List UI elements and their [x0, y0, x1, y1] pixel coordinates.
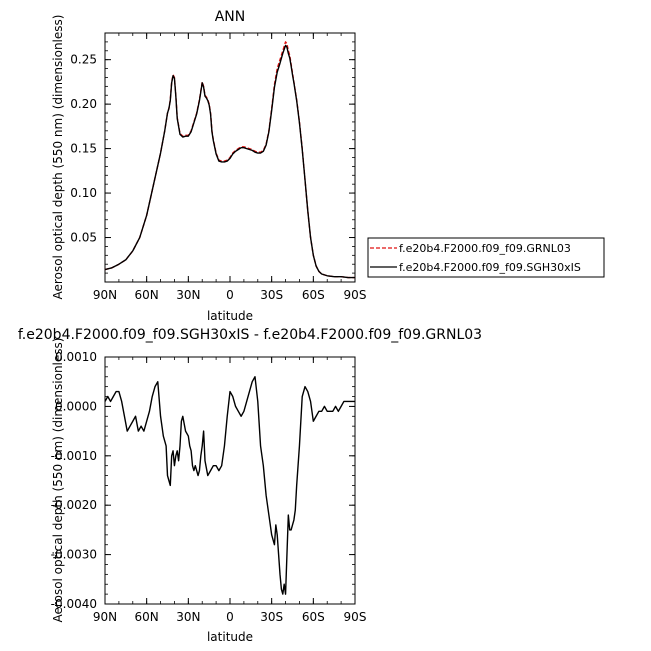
bottom-x-tick-label: 0: [226, 610, 234, 624]
top-chart-title: ANN: [215, 9, 246, 25]
top-x-axis-label: latitude: [207, 309, 253, 323]
bottom-x-axis: 90N 60N 30N 0 30S 60S 90S: [93, 357, 367, 624]
bottom-series-lines: [104, 376, 355, 595]
bottom-x-tick-label: 30S: [260, 610, 283, 624]
bottom-y-axis: 0.0010 0.0000 -0.0010 -0.0020 -0.0030 -0.0040: [51, 350, 355, 611]
top-x-tick-label: 90N: [93, 288, 117, 302]
bottom-x-tick-label: 90N: [93, 610, 117, 624]
bottom-x-tick-label: 60S: [302, 610, 325, 624]
top-series-line-0: [104, 41, 355, 279]
top-x-tick-label: 0: [226, 288, 234, 302]
top-y-axis-label: Aerosol optical depth (550 nm) (dimensio…: [51, 15, 65, 300]
top-y-tick-label: 0.10: [70, 186, 97, 200]
bottom-y-tick-label: -0.0040: [51, 597, 97, 611]
top-y-tick-label: 0.05: [70, 231, 97, 245]
top-series-lines: [104, 41, 355, 279]
bottom-y-tick-label: -0.0020: [51, 498, 97, 512]
top-x-tick-label: 30S: [260, 288, 283, 302]
bottom-x-tick-label: 60N: [135, 610, 159, 624]
top-series-line-1: [104, 44, 355, 279]
difference-panel: f.e20b4.F2000.f09_f09.SGH30xIS - f.e20b4…: [18, 327, 482, 644]
top-y-tick-label: 0.20: [70, 97, 97, 111]
bottom-y-tick-label: 0.0010: [55, 350, 97, 364]
bottom-y-axis-label: Aerosol optical depth (550 nm) (dimensio…: [51, 338, 65, 623]
legend-label-sgh30xis: f.e20b4.F2000.f09_f09.SGH30xIS: [399, 261, 581, 274]
top-x-axis: 90N 60N 30N 0 30S 60S 90S: [93, 33, 367, 302]
top-x-tick-label: 60N: [135, 288, 159, 302]
top-y-tick-label: 0.25: [70, 53, 97, 67]
top-x-tick-label: 90S: [344, 288, 367, 302]
top-x-tick-label: 60S: [302, 288, 325, 302]
bottom-x-tick-label: 30N: [176, 610, 200, 624]
legend: f.e20b4.F2000.f09_f09.GRNL03 f.e20b4.F20…: [367, 237, 605, 278]
bottom-y-tick-label: -0.0010: [51, 449, 97, 463]
bottom-y-tick-label: -0.0030: [51, 548, 97, 562]
legend-label-grnl03: f.e20b4.F2000.f09_f09.GRNL03: [399, 242, 571, 255]
legend-box: [367, 237, 605, 278]
annual-mean-panel: ANN 0.05 0.10 0.15 0.20 0.25 90N 60N 30N 0 30S 60…: [51, 9, 366, 323]
bottom-x-axis-label: latitude: [207, 630, 253, 644]
top-y-tick-label: 0.15: [70, 142, 97, 156]
bottom-x-tick-label: 90S: [344, 610, 367, 624]
top-y-axis: 0.05 0.10 0.15 0.20 0.25: [70, 32, 355, 283]
bottom-chart-title: f.e20b4.F2000.f09_f09.SGH30xIS - f.e20b4…: [18, 327, 482, 343]
top-x-tick-label: 30N: [176, 288, 200, 302]
bottom-series-line-0: [104, 376, 355, 595]
bottom-y-tick-label: 0.0000: [55, 399, 97, 413]
